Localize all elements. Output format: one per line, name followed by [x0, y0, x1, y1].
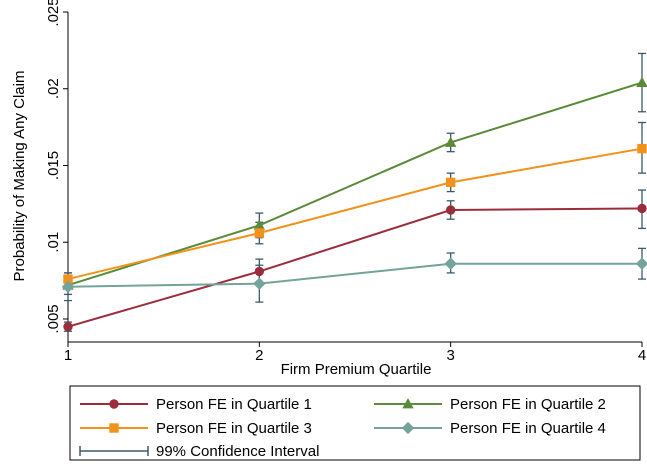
legend-label-series-3: Person FE in Quartile 3: [156, 420, 312, 437]
chart-axes: 1 2 3 4 .005 .01 .015 .02 .025: [45, 0, 646, 364]
series-line-1: [67, 207, 643, 328]
y-tick-label: .02: [45, 78, 62, 99]
series-lines: [67, 81, 643, 328]
legend-box: [69, 385, 641, 461]
legend-marker-series-4: [401, 421, 415, 435]
data-point-series-1: [637, 203, 647, 214]
y-axis-title: Probability of Making Any Claim: [11, 71, 28, 282]
legend-item-series-4: Person FE in Quartile 4: [374, 420, 606, 437]
data-point-series-3: [637, 143, 647, 154]
data-point-series-1: [445, 205, 456, 215]
data-point-series-4: [444, 257, 457, 270]
series-line-3: [67, 147, 643, 281]
y-tick-label: .025: [45, 0, 62, 27]
data-point-series-4: [61, 280, 75, 293]
x-tick-label: 3: [446, 347, 454, 364]
legend-label-series-4: Person FE in Quartile 4: [450, 420, 606, 437]
legend-marker-shape-series-3: [109, 423, 119, 433]
data-point-series-2: [636, 76, 647, 87]
legend-label-series-1: Person FE in Quartile 1: [156, 396, 312, 413]
legend-marker-shape-series-4: [401, 421, 415, 435]
x-tick-label: 1: [64, 347, 72, 364]
legend-item-series-1: Person FE in Quartile 1: [80, 396, 312, 413]
legend-marker-shape-series-1: [109, 399, 119, 409]
data-point-series-4: [635, 257, 647, 270]
legend-item-series-2: Person FE in Quartile 2: [374, 396, 606, 413]
legend-marker-series-1: [109, 399, 119, 409]
data-point-series-3: [254, 228, 265, 238]
legend-item-ci: 99% Confidence Interval: [79, 443, 319, 460]
data-point-series-1: [254, 266, 265, 277]
x-tick-label: 4: [638, 347, 646, 364]
legend: Person FE in Quartile 1 Person FE in Qua…: [69, 385, 641, 461]
data-point-series-4: [253, 277, 266, 290]
legend-label-series-2: Person FE in Quartile 2: [450, 396, 606, 413]
series-markers: [61, 76, 647, 332]
legend-marker-series-3: [109, 423, 119, 433]
data-point-series-2: [444, 136, 457, 147]
data-point-series-1: [63, 321, 73, 332]
legend-label-ci: 99% Confidence Interval: [156, 443, 319, 460]
data-point-series-3: [445, 177, 456, 188]
error-bars: [64, 52, 646, 332]
series-line-2: [67, 81, 643, 287]
x-tick-label: 2: [255, 347, 263, 364]
series-line-4: [67, 262, 642, 288]
y-tick-label: .015: [45, 151, 62, 180]
x-axis-title: Firm Premium Quartile: [281, 361, 432, 378]
y-tick-label: .005: [45, 304, 62, 333]
legend-marker-series-2: [402, 398, 414, 409]
legend-item-series-3: Person FE in Quartile 3: [80, 420, 312, 437]
y-tick-label: .01: [45, 232, 62, 253]
legend-marker-shape-series-2: [402, 398, 414, 409]
